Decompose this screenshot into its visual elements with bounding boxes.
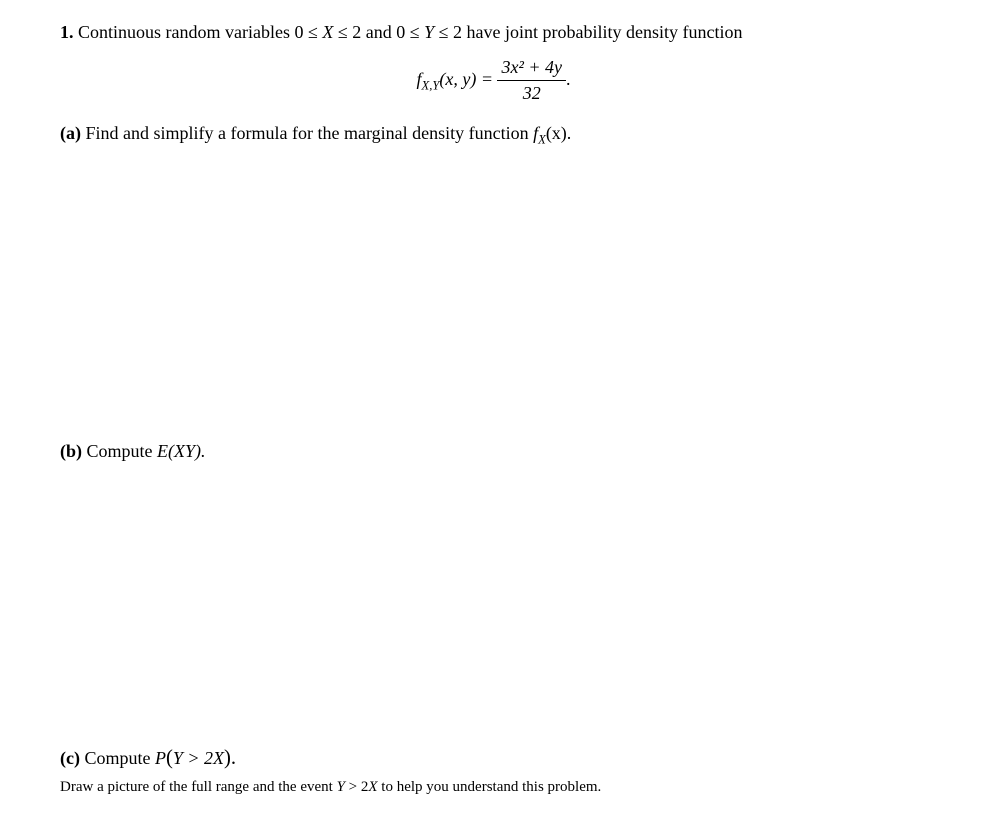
formula-fraction: 3x² + 4y 32 xyxy=(497,55,566,106)
part-a-fx-sub: X xyxy=(538,132,546,146)
formula-numerator: 3x² + 4y xyxy=(497,55,566,81)
formula-lhs-sub: X,Y xyxy=(422,79,440,93)
intro-text-2: ≤ 2 and 0 ≤ xyxy=(333,22,424,42)
hint-suffix: to help you understand this problem. xyxy=(378,779,602,795)
part-c-close: ). xyxy=(224,747,236,769)
part-a-fx-args: (x). xyxy=(546,123,572,143)
part-b-expr: E(XY). xyxy=(157,441,206,461)
hint-x: X xyxy=(368,779,377,795)
part-c: (c) Compute P(Y > 2X). xyxy=(60,744,927,773)
hint-prefix: Draw a picture of the full range and the… xyxy=(60,779,337,795)
hint-y: Y xyxy=(337,779,345,795)
formula-lhs-args: (x, y) = xyxy=(439,69,497,89)
problem-intro: 1. Continuous random variables 0 ≤ X ≤ 2… xyxy=(60,20,927,45)
var-y: Y xyxy=(424,22,434,42)
part-c-expr-p: P xyxy=(155,748,166,768)
formula-denominator: 32 xyxy=(497,81,566,106)
intro-text-3: ≤ 2 have joint probability density funct… xyxy=(434,22,742,42)
joint-pdf-formula: fX,Y(x, y) = 3x² + 4y 32 . xyxy=(60,55,927,106)
part-c-expr-inner: Y > 2X xyxy=(173,748,224,768)
intro-text-1: Continuous random variables 0 ≤ xyxy=(78,22,322,42)
part-a-label: (a) xyxy=(60,123,81,143)
part-b-text-prefix: Compute xyxy=(82,441,157,461)
part-c-text-prefix: Compute xyxy=(80,748,155,768)
hint-mid: > 2 xyxy=(345,779,368,795)
part-c-hint: Draw a picture of the full range and the… xyxy=(60,777,927,798)
part-b-label: (b) xyxy=(60,441,82,461)
formula-trailing: . xyxy=(566,69,571,89)
part-b: (b) Compute E(XY). xyxy=(60,439,927,464)
part-a: (a) Find and simplify a formula for the … xyxy=(60,121,927,149)
part-c-open: ( xyxy=(166,747,173,769)
part-a-text-prefix: Find and simplify a formula for the marg… xyxy=(81,123,533,143)
problem-number: 1. xyxy=(60,22,74,42)
part-c-label: (c) xyxy=(60,748,80,768)
var-x: X xyxy=(322,22,333,42)
